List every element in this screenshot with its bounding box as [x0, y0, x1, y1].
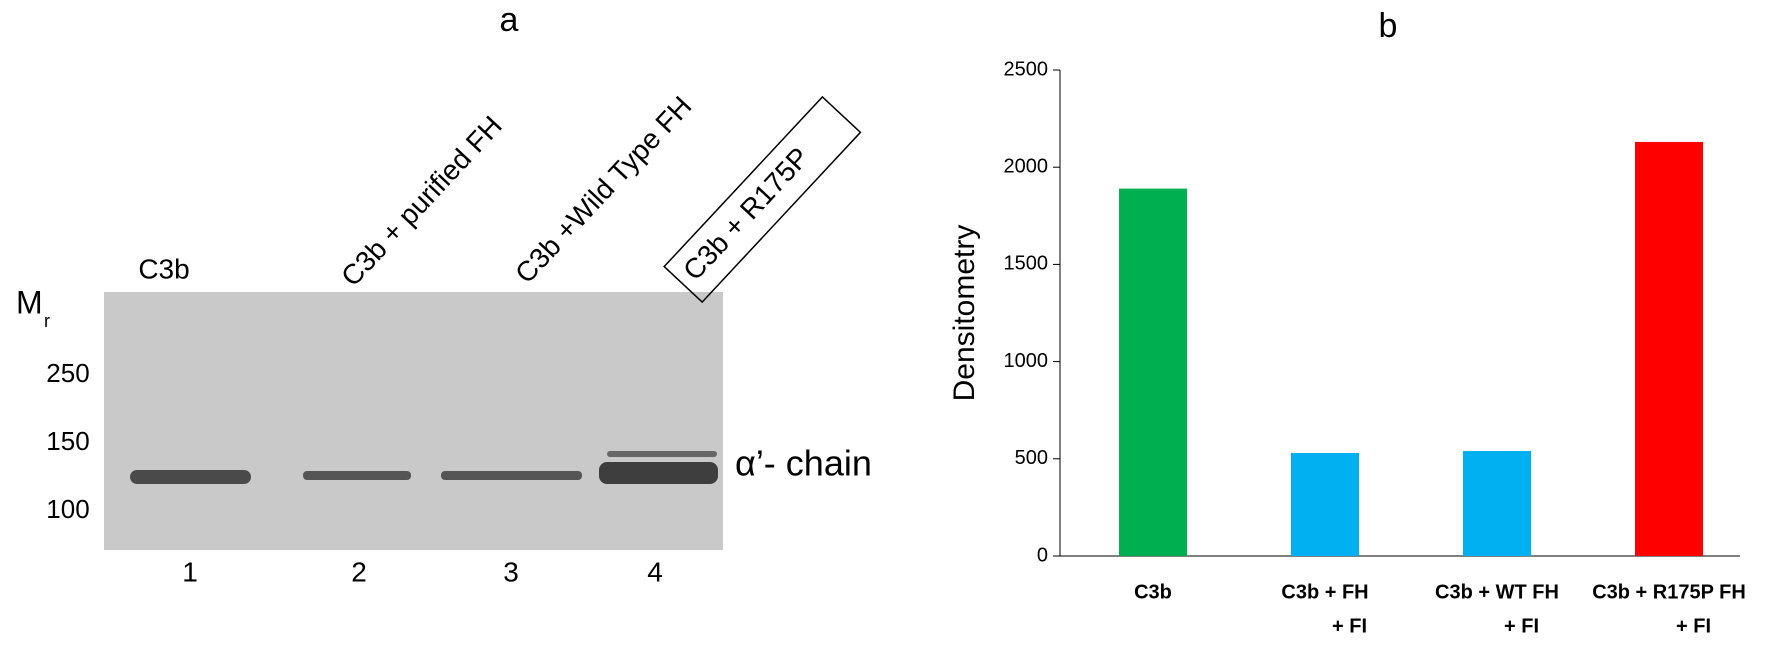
- bar: [1463, 451, 1531, 556]
- x-tick-label: C3b + FH: [1281, 581, 1368, 603]
- band: [303, 471, 411, 480]
- y-axis-label: Densitometry: [948, 225, 981, 402]
- x-tick-label: C3b + R175P FH: [1592, 581, 1746, 603]
- marker: 100: [46, 494, 89, 524]
- band-label: α’- chain: [735, 443, 872, 484]
- x-tick-label: + FI: [1504, 615, 1539, 637]
- y-tick-label: 500: [1015, 447, 1048, 469]
- figure: a C3b C3b + purified FH C3b +Wild Type F…: [0, 0, 1771, 640]
- mr-label: M: [16, 284, 43, 320]
- x-tick-label: + FI: [1332, 615, 1367, 637]
- lane-number: 2: [351, 556, 367, 587]
- band: [599, 462, 718, 484]
- boxed-label: C3b + R175P: [664, 97, 860, 302]
- lane-label: C3b + purified FH: [335, 110, 508, 292]
- band: [607, 451, 717, 457]
- bar: [1291, 453, 1359, 556]
- bar: [1635, 142, 1703, 556]
- y-tick-label: 1500: [1004, 253, 1049, 275]
- x-tick-label: C3b: [1134, 581, 1172, 603]
- lane-number: 1: [182, 556, 198, 587]
- lane-label: C3b +Wild Type FH: [509, 90, 697, 289]
- lane-label: C3b: [138, 253, 189, 284]
- y-tick-label: 2000: [1004, 155, 1049, 177]
- panel-label: a: [500, 1, 519, 39]
- bar: [1119, 189, 1187, 556]
- gel: [104, 292, 723, 550]
- chart-title: b: [1379, 7, 1398, 45]
- lane-label: C3b + R175P: [677, 141, 815, 286]
- band: [130, 470, 251, 484]
- y-tick-label: 0: [1037, 544, 1048, 566]
- lane-number: 4: [647, 556, 663, 587]
- x-tick-label: + FI: [1676, 615, 1711, 637]
- marker: 250: [46, 358, 89, 388]
- y-tick-label: 1000: [1004, 350, 1049, 372]
- y-tick-label: 2500: [1004, 58, 1049, 80]
- lane-number: 3: [503, 556, 519, 587]
- band: [441, 471, 582, 480]
- mr-subscript: r: [44, 311, 50, 331]
- x-tick-label: C3b + WT FH: [1435, 581, 1559, 603]
- marker: 150: [46, 426, 89, 456]
